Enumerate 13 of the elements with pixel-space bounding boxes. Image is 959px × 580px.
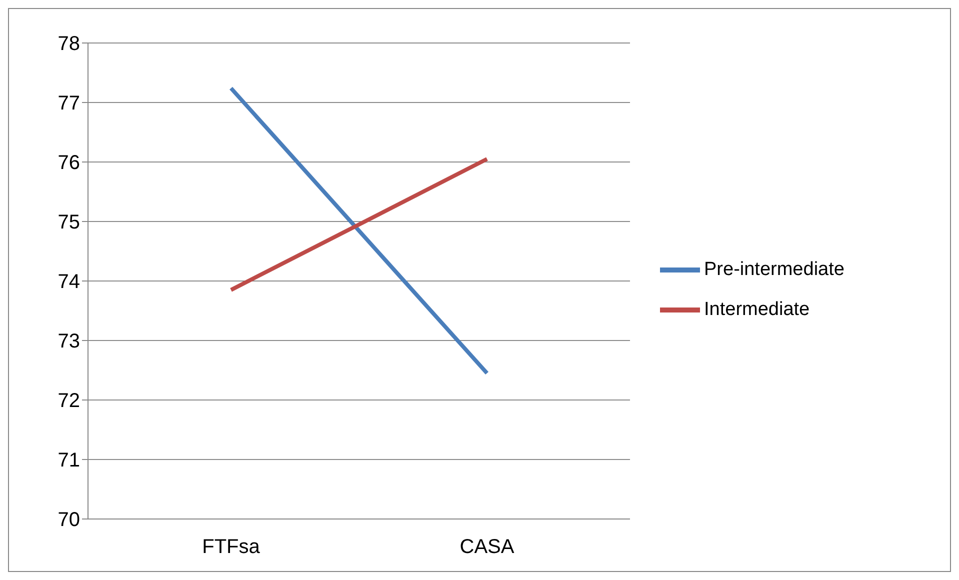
y-tick-label: 76	[58, 152, 80, 174]
legend-label: Pre-intermediate	[704, 259, 844, 280]
y-tick-label: 75	[58, 212, 80, 234]
y-tick-label: 78	[58, 33, 80, 56]
y-tick-label: 70	[58, 509, 80, 532]
y-tick-label: 72	[58, 390, 80, 412]
y-tick-label: 74	[58, 271, 80, 294]
y-tick-label: 73	[58, 330, 80, 353]
x-tick-label: CASA	[460, 536, 515, 558]
legend-label: Intermediate	[704, 299, 810, 320]
x-tick-label: FTFsa	[202, 536, 261, 558]
y-tick-label: 77	[58, 92, 80, 115]
y-tick-label: 71	[58, 450, 80, 472]
